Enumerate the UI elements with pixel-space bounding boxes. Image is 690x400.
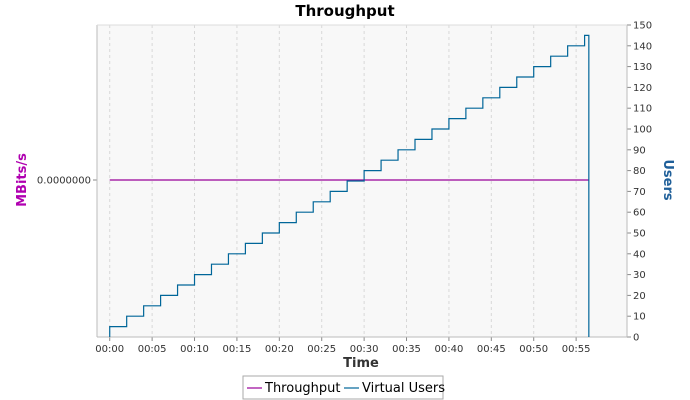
left-axis-title: MBits/s — [15, 153, 30, 207]
right-tick-label: 20 — [633, 291, 646, 302]
chart-title: Throughput — [295, 2, 394, 20]
right-tick-label: 70 — [633, 187, 646, 198]
x-tick-label: 00:25 — [307, 344, 336, 355]
x-tick-label: 00:55 — [562, 344, 591, 355]
x-tick-label: 00:40 — [435, 344, 464, 355]
grid-lines — [109, 25, 577, 337]
right-tick-label: 30 — [633, 270, 646, 281]
right-tick-label: 150 — [633, 21, 652, 32]
left-axis-ticks: 0.0000000 — [37, 176, 91, 187]
legend-box — [242, 375, 444, 400]
right-axis-ticks: 0 10 20 30 40 50 60 70 80 90 100 110 120 130 140 150 — [633, 21, 652, 344]
x-tick-label: 00:50 — [519, 344, 548, 355]
x-tick-label: 00:00 — [95, 344, 124, 355]
right-tick-label: 40 — [633, 249, 646, 260]
left-tick-label: 0.0000000 — [37, 176, 91, 187]
right-tick-label: 100 — [633, 125, 652, 136]
right-tick-label: 10 — [633, 312, 646, 323]
right-tick-label: 60 — [633, 208, 646, 219]
right-tick-label: 50 — [633, 229, 646, 240]
right-tick-label: 130 — [633, 62, 652, 73]
x-tick-label: 00:05 — [138, 344, 167, 355]
right-tick-label: 0 — [633, 333, 639, 344]
right-tick-label: 110 — [633, 104, 652, 115]
x-axis-title: Time — [343, 356, 379, 371]
legend-label-throughput: Throughput — [264, 381, 341, 396]
right-tick-label: 80 — [633, 166, 646, 177]
x-tick-label: 00:10 — [180, 344, 209, 355]
right-axis-title: Users — [660, 159, 675, 201]
series-line-virtual-users — [109, 34, 590, 337]
right-tick-label: 140 — [633, 41, 652, 52]
legend: Throughput Virtual Users — [242, 375, 445, 400]
series-layer — [109, 34, 590, 337]
x-tick-label: 00:30 — [350, 344, 379, 355]
right-tick-label: 90 — [633, 145, 646, 156]
x-tick-label: 00:15 — [223, 344, 252, 355]
right-tick-label: 120 — [633, 83, 652, 94]
legend-label-virtual-users: Virtual Users — [362, 381, 445, 396]
axes — [93, 24, 631, 341]
x-axis-ticks: 00:00 00:05 00:10 00:15 00:20 00:25 00:30 00:35… — [95, 344, 590, 355]
x-tick-label: 00:35 — [392, 344, 421, 355]
x-tick-label: 00:20 — [265, 344, 294, 355]
x-tick-label: 00:45 — [477, 344, 506, 355]
